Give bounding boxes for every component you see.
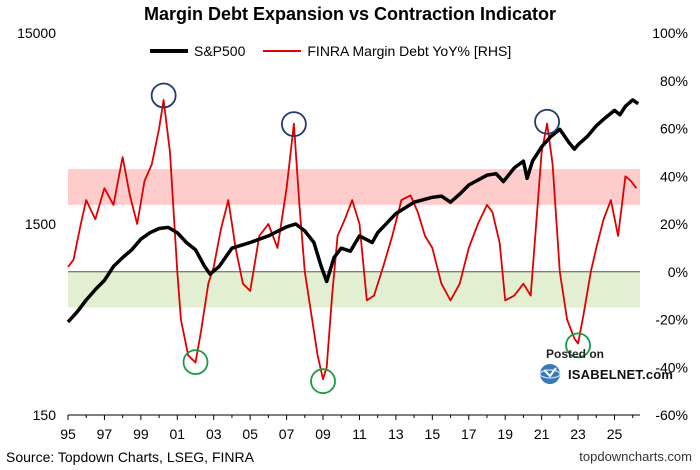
- left-axis: 15000 1500 150: [17, 25, 56, 423]
- trough-circle: [182, 349, 209, 375]
- x-tick-label: 99: [133, 426, 149, 442]
- legend-label-sp500: S&P500: [194, 43, 246, 59]
- expansion-band: [68, 169, 640, 205]
- contraction-band: [68, 271, 640, 308]
- bands-layer: [68, 169, 640, 308]
- x-tick-label: 09: [315, 426, 331, 442]
- finra-series-line: [67, 99, 638, 381]
- right-tick-label: 20%: [660, 216, 688, 232]
- legend: S&P500 FINRA Margin Debt YoY% [RHS]: [150, 40, 529, 62]
- annotation-layer: [150, 82, 591, 395]
- right-tick-label: 40%: [660, 168, 688, 184]
- right-tick-label: -60%: [655, 407, 688, 423]
- chart-title: Margin Debt Expansion vs Contraction Ind…: [143, 4, 557, 24]
- x-tick-label: 07: [279, 426, 295, 442]
- x-tick-label: 17: [461, 426, 477, 442]
- legend-item-finra: FINRA Margin Debt YoY% [RHS]: [263, 43, 511, 59]
- left-tick-label: 1500: [25, 216, 56, 232]
- x-axis: 95 97 99 01 03 05 07 09 11 13 15 17 19 21 23 25: [60, 415, 634, 442]
- peak-circle: [534, 108, 560, 135]
- x-tick-label: 95: [60, 426, 76, 442]
- badge-site-text: ISABELNET.com: [568, 367, 674, 382]
- left-tick-label: 150: [33, 407, 57, 423]
- peak-circle: [280, 111, 307, 138]
- globe-icon: [539, 364, 561, 384]
- x-tick-label: 15: [425, 426, 441, 442]
- right-tick-label: -20%: [655, 312, 688, 328]
- x-tick-label: 21: [534, 426, 550, 442]
- posted-on-badge[interactable]: Posted on ISABELNET.com: [538, 347, 673, 387]
- x-tick-label: 25: [607, 426, 623, 442]
- x-tick-label: 03: [206, 426, 222, 442]
- legend-item-sp500: S&P500: [150, 43, 245, 59]
- peak-circle: [150, 82, 177, 109]
- legend-swatch-sp500: [150, 49, 188, 53]
- x-tick-label: 11: [352, 426, 367, 442]
- x-tick-label: 97: [97, 426, 113, 442]
- x-tick-label: 19: [497, 426, 513, 442]
- sp500-series-line: [66, 98, 640, 324]
- right-tick-label: 80%: [660, 73, 688, 89]
- badge-posted-text: Posted on: [546, 347, 605, 361]
- x-tick-label: 23: [570, 426, 586, 442]
- credit-note: topdowncharts.com: [579, 449, 692, 464]
- x-tick-label: 13: [388, 426, 404, 442]
- right-tick-label: 100%: [652, 25, 688, 41]
- right-axis: 100% 80% 60% 40% 20% 0% -20% -40% -60%: [652, 25, 688, 423]
- right-tick-label: 0%: [668, 264, 688, 280]
- trough-circle: [310, 368, 336, 395]
- x-tick-label: 01: [170, 426, 186, 442]
- legend-swatch-finra: [263, 50, 302, 52]
- legend-label-finra: FINRA Margin Debt YoY% [RHS]: [307, 43, 512, 59]
- x-tick-label: 05: [242, 426, 258, 442]
- right-tick-label: 60%: [660, 121, 688, 137]
- trough-circle: [565, 332, 591, 359]
- left-tick-label: 15000: [17, 25, 56, 41]
- right-tick-label: -40%: [655, 359, 688, 375]
- source-note: Source: Topdown Charts, LSEG, FINRA: [6, 449, 254, 465]
